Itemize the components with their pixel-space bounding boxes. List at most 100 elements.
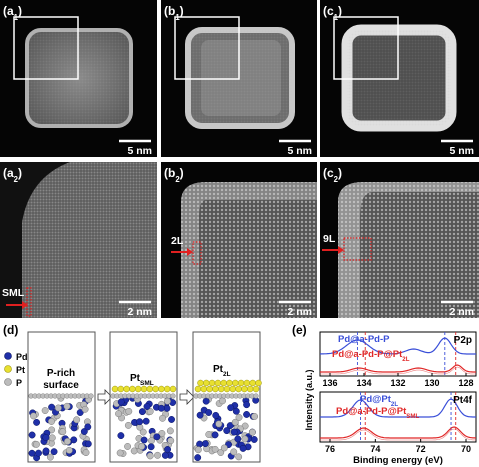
atom bbox=[35, 449, 42, 457]
atom bbox=[194, 446, 202, 454]
surface-atom bbox=[253, 393, 259, 399]
pt-atom bbox=[232, 379, 239, 387]
pt-atom bbox=[226, 379, 233, 387]
atom bbox=[166, 427, 174, 435]
pt-atom bbox=[146, 385, 154, 393]
vacuum bbox=[0, 162, 70, 318]
stage-label: P-rich bbox=[47, 368, 75, 379]
zoom-box bbox=[13, 16, 79, 80]
atom bbox=[194, 454, 202, 462]
atom bbox=[124, 421, 132, 429]
legend-dot bbox=[4, 365, 12, 373]
atom bbox=[73, 416, 81, 424]
atom bbox=[159, 414, 166, 422]
atom bbox=[142, 417, 150, 425]
atom bbox=[28, 431, 36, 439]
atom bbox=[168, 416, 175, 423]
series-label-part: Pd@a-Pd-P bbox=[338, 334, 390, 345]
atom bbox=[139, 428, 147, 436]
pt-atom bbox=[252, 385, 260, 393]
atom bbox=[241, 435, 249, 443]
layer-box bbox=[26, 287, 32, 317]
atom bbox=[81, 405, 89, 413]
atom bbox=[64, 437, 71, 445]
tick-label: 128 bbox=[458, 378, 473, 388]
pt-atom bbox=[206, 385, 213, 393]
atom bbox=[232, 407, 240, 415]
layer-box bbox=[343, 237, 372, 261]
xps-plot: Pt4f 76 74 72 70 bbox=[319, 391, 477, 454]
tick-label: 72 bbox=[416, 444, 426, 454]
stage-label-part: 2L bbox=[223, 371, 231, 378]
particle-texture bbox=[27, 30, 131, 126]
scale-label: 5 nm bbox=[287, 145, 312, 157]
lattice bbox=[181, 182, 317, 318]
atom bbox=[84, 423, 92, 431]
layer-label: 9L bbox=[323, 233, 336, 245]
atom bbox=[219, 397, 226, 405]
tick-label: 76 bbox=[325, 444, 335, 454]
spectrum bbox=[320, 364, 476, 373]
layer-box bbox=[192, 241, 202, 265]
atom bbox=[124, 443, 132, 450]
atom bbox=[230, 448, 238, 456]
tick-label: 134 bbox=[356, 378, 371, 388]
panel-label-part: (b bbox=[164, 4, 175, 18]
panel-label: (a1) bbox=[3, 4, 22, 22]
atom bbox=[196, 440, 204, 448]
series-label: Pd@a-Pd-P@PtSML bbox=[336, 406, 420, 420]
pt-atom bbox=[194, 385, 202, 393]
shell-band bbox=[181, 182, 317, 318]
tick-label: 74 bbox=[370, 444, 380, 454]
series-label: Pd@a-Pd-P@Pt2L bbox=[332, 349, 410, 363]
atom bbox=[117, 432, 125, 440]
atom bbox=[235, 414, 243, 421]
zoom-box bbox=[333, 16, 399, 80]
atom bbox=[115, 410, 122, 418]
pt-atom bbox=[200, 385, 208, 393]
panel-label-part: (b bbox=[164, 166, 175, 180]
atom bbox=[211, 445, 219, 453]
spectrum-fit bbox=[320, 428, 477, 441]
zoom-box bbox=[174, 16, 240, 80]
atom bbox=[235, 453, 243, 461]
image-panel: 2L 2 nm bbox=[161, 162, 317, 318]
pt-atom bbox=[197, 379, 204, 387]
atom bbox=[161, 451, 169, 459]
panel-label: (b1) bbox=[164, 4, 184, 22]
layer-arrow-head bbox=[22, 301, 28, 309]
atom bbox=[234, 435, 242, 443]
atom bbox=[48, 426, 56, 434]
pt-atom bbox=[208, 379, 216, 387]
pt-atom bbox=[246, 385, 254, 393]
atom bbox=[63, 402, 71, 410]
panel-label-part: ) bbox=[18, 166, 22, 180]
particle-texture bbox=[188, 30, 292, 126]
legend-dot bbox=[4, 378, 12, 386]
atom bbox=[220, 444, 228, 452]
atom bbox=[157, 404, 165, 412]
panel-label-part: 1 bbox=[14, 13, 19, 22]
atom bbox=[223, 427, 231, 435]
atom bbox=[153, 433, 161, 441]
atom bbox=[226, 422, 234, 430]
series-label-part: Pd@Pt bbox=[360, 394, 392, 405]
panel-label-part: 1 bbox=[334, 13, 339, 22]
atom bbox=[251, 413, 259, 420]
stage-label: Pt2L bbox=[213, 364, 231, 378]
atom bbox=[243, 411, 251, 418]
panel-label-part: 2 bbox=[14, 175, 19, 184]
atom bbox=[32, 440, 40, 448]
series-label-part: 2L bbox=[402, 356, 409, 363]
shell-band bbox=[338, 182, 479, 318]
layer-arrow-head bbox=[187, 248, 193, 256]
atom bbox=[138, 408, 146, 416]
panel-label: (a2) bbox=[3, 166, 22, 184]
atom bbox=[250, 436, 258, 443]
atom bbox=[154, 451, 161, 459]
x-axis-label: Binding energy (eV) bbox=[353, 455, 443, 466]
panel-label-part: ) bbox=[180, 4, 184, 18]
image-panel: SML 2 nm bbox=[0, 162, 157, 318]
panel-label-part: (a bbox=[3, 4, 14, 18]
panel-label-part: ) bbox=[18, 4, 22, 18]
